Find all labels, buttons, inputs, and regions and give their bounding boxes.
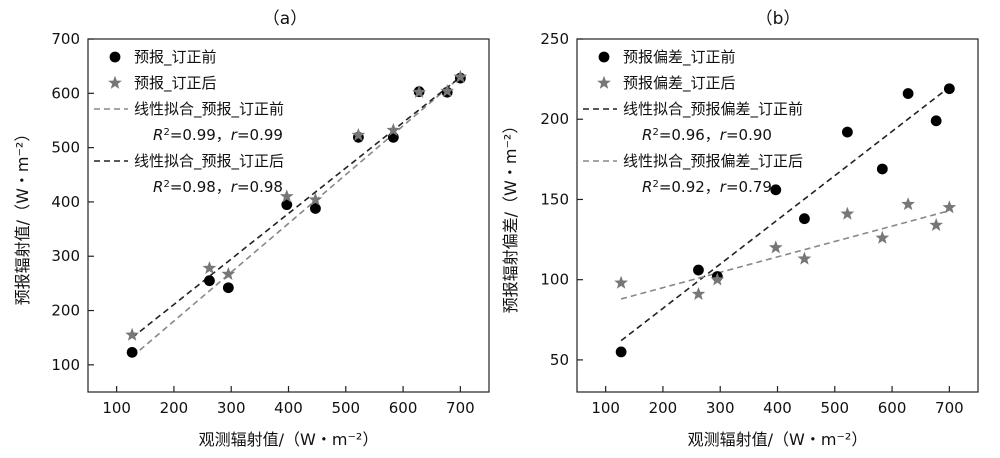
legend-marker bbox=[598, 51, 610, 63]
star-point bbox=[125, 327, 139, 341]
star-point bbox=[942, 200, 957, 214]
y-tick-label: 200 bbox=[51, 302, 80, 320]
star-point bbox=[308, 192, 323, 206]
x-tick-label: 500 bbox=[820, 399, 849, 417]
star-point bbox=[797, 251, 812, 265]
fit-statistics: R2=0.98，r=0.98 bbox=[153, 178, 283, 196]
circle-point bbox=[943, 83, 955, 95]
circle-point bbox=[930, 115, 942, 127]
star-point bbox=[279, 189, 294, 203]
x-tick-label: 700 bbox=[446, 399, 475, 417]
series-2 bbox=[125, 69, 468, 341]
x-tick-label: 300 bbox=[217, 399, 246, 417]
legend-label: 线性拟合_预报偏差_订正后 bbox=[623, 152, 803, 171]
star-point bbox=[614, 275, 628, 289]
panel-label: （b） bbox=[756, 9, 801, 29]
fit-statistics: R2=0.99，r=0.99 bbox=[153, 126, 283, 144]
series-2 bbox=[614, 197, 957, 300]
y-tick-label: 500 bbox=[51, 139, 80, 157]
circle-point bbox=[770, 184, 782, 196]
fit-line-1 bbox=[620, 86, 950, 342]
x-tick-label: 300 bbox=[706, 399, 735, 417]
x-tick-label: 400 bbox=[274, 399, 303, 417]
legend-marker bbox=[108, 75, 122, 89]
circle-point bbox=[841, 126, 853, 138]
y-tick-label: 300 bbox=[51, 247, 80, 265]
fit-line-1 bbox=[131, 76, 461, 358]
y-tick-label: 100 bbox=[51, 356, 80, 374]
panel-label: （a） bbox=[263, 9, 307, 29]
circle-point bbox=[281, 199, 293, 211]
fit-statistics: R2=0.92，r=0.79 bbox=[642, 178, 772, 196]
star-point bbox=[440, 83, 455, 97]
fit-statistics: R2=0.96，r=0.90 bbox=[642, 126, 772, 144]
legend-label: 预报偏差_订正前 bbox=[623, 48, 736, 67]
x-axis-title: 观测辐射值/（W・m⁻²） bbox=[199, 430, 379, 449]
panel-b: （b） 100 200 300 400 500 600 700 50 100 150 200 250 观测… bbox=[501, 9, 979, 449]
circle-point bbox=[876, 163, 888, 175]
circle-point bbox=[387, 131, 399, 143]
legend-label: 线性拟合_预报_订正前 bbox=[134, 100, 284, 119]
fit-line-2 bbox=[620, 209, 950, 300]
x-tick-label: 400 bbox=[763, 399, 792, 417]
y-tick-label: 50 bbox=[550, 351, 569, 369]
star-point bbox=[710, 272, 725, 286]
star-point bbox=[901, 197, 915, 211]
circle-point bbox=[693, 264, 704, 276]
circle-point bbox=[126, 346, 138, 358]
y-axis-title: 预报辐射值/（W・m⁻²） bbox=[13, 126, 32, 306]
circle-point bbox=[799, 213, 810, 225]
y-tick-label: 250 bbox=[540, 30, 569, 48]
legend-label: 线性拟合_预报_订正后 bbox=[134, 152, 284, 171]
y-tick-label: 200 bbox=[540, 110, 569, 128]
x-tick-label: 500 bbox=[331, 399, 360, 417]
y-tick-label: 100 bbox=[540, 271, 569, 289]
x-tick-label: 600 bbox=[878, 399, 907, 417]
star-point bbox=[768, 240, 783, 254]
star-point bbox=[875, 230, 890, 244]
circle-point bbox=[222, 282, 234, 294]
circle-point bbox=[615, 346, 627, 358]
star-point bbox=[929, 217, 944, 231]
legend-marker bbox=[597, 75, 611, 89]
star-point bbox=[691, 286, 706, 300]
x-axis-title: 观测辐射值/（W・m⁻²） bbox=[688, 430, 868, 449]
circle-point bbox=[902, 88, 914, 99]
circle-point bbox=[310, 203, 321, 214]
legend-label: 预报_订正后 bbox=[134, 74, 217, 93]
star-point bbox=[351, 127, 366, 141]
y-tick-label: 700 bbox=[51, 30, 80, 48]
legend-label: 预报_订正前 bbox=[134, 48, 217, 67]
legend-label: 预报偏差_订正后 bbox=[623, 74, 736, 93]
x-tick-label: 200 bbox=[649, 399, 678, 417]
star-point bbox=[202, 260, 217, 274]
panel-a: （a） 100 200 300 400 500 600 700 100 200 300 400 500 6… bbox=[13, 9, 490, 449]
circle-point bbox=[204, 275, 215, 287]
series-1 bbox=[615, 83, 955, 358]
x-tick-label: 100 bbox=[591, 399, 620, 417]
star-point bbox=[840, 206, 855, 220]
y-tick-label: 400 bbox=[51, 193, 80, 211]
x-tick-label: 200 bbox=[160, 399, 189, 417]
y-axis-title: 预报辐射偏差/（W・m⁻²） bbox=[501, 118, 520, 314]
x-tick-label: 100 bbox=[102, 399, 131, 417]
y-tick-label: 150 bbox=[540, 190, 569, 208]
y-tick-label: 600 bbox=[51, 84, 80, 102]
star-point bbox=[221, 266, 236, 280]
x-tick-label: 600 bbox=[389, 399, 418, 417]
legend-label: 线性拟合_预报偏差_订正前 bbox=[623, 100, 803, 119]
legend-marker bbox=[109, 51, 121, 63]
star-point bbox=[453, 69, 468, 83]
star-point bbox=[412, 85, 426, 99]
star-point bbox=[386, 123, 401, 137]
x-tick-label: 700 bbox=[935, 399, 964, 417]
